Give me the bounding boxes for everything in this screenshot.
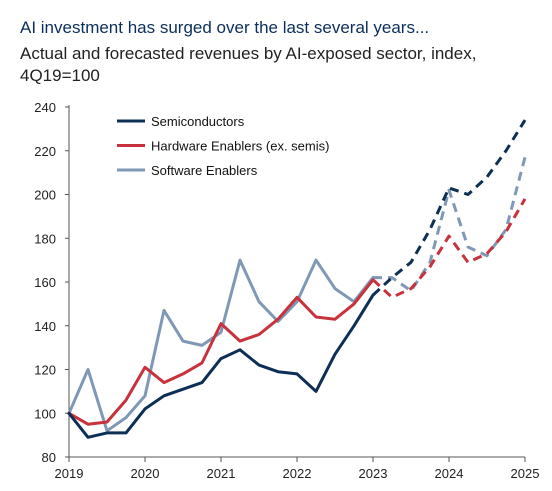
y-tick-label: 200	[34, 188, 56, 203]
chart-title: AI investment has surged over the last s…	[20, 18, 430, 37]
x-tick-label: 2019	[55, 466, 84, 481]
x-tick-label: 2025	[511, 466, 540, 481]
series-lines	[67, 119, 527, 439]
series-line-forecast	[371, 198, 527, 299]
chart-subtitle: Actual and forecasted revenues by AI-exp…	[20, 44, 477, 85]
x-tick-label: 2024	[435, 466, 464, 481]
y-tick-label: 120	[34, 363, 56, 378]
y-tick-label: 100	[34, 406, 56, 421]
y-tick-label: 240	[34, 100, 56, 115]
legend-label: Software Enablers	[151, 163, 258, 178]
legend-label: Semiconductors	[151, 114, 245, 129]
series-line-actual	[67, 293, 375, 439]
y-tick-label: 160	[34, 275, 56, 290]
axes: 80 100 120 140 160 180 200 220 240 2019 2020 2021 20…	[34, 100, 539, 481]
legend-label: Hardware Enablers (ex. semis)	[151, 139, 329, 154]
series-line-actual	[67, 258, 375, 433]
series-line-actual	[67, 278, 375, 426]
x-tick-label: 2023	[359, 466, 388, 481]
x-tick-label: 2021	[207, 466, 236, 481]
series-line-forecast	[373, 156, 527, 293]
x-tick-label: 2020	[131, 466, 160, 481]
x-tick-label: 2022	[283, 466, 312, 481]
y-tick-label: 220	[34, 144, 56, 159]
y-tick-label: 180	[34, 231, 56, 246]
y-tick-label: 80	[42, 450, 56, 465]
series-line-forecast	[371, 119, 527, 297]
y-tick-label: 140	[34, 319, 56, 334]
legend: Semiconductors Hardware Enablers (ex. sem…	[117, 114, 329, 178]
